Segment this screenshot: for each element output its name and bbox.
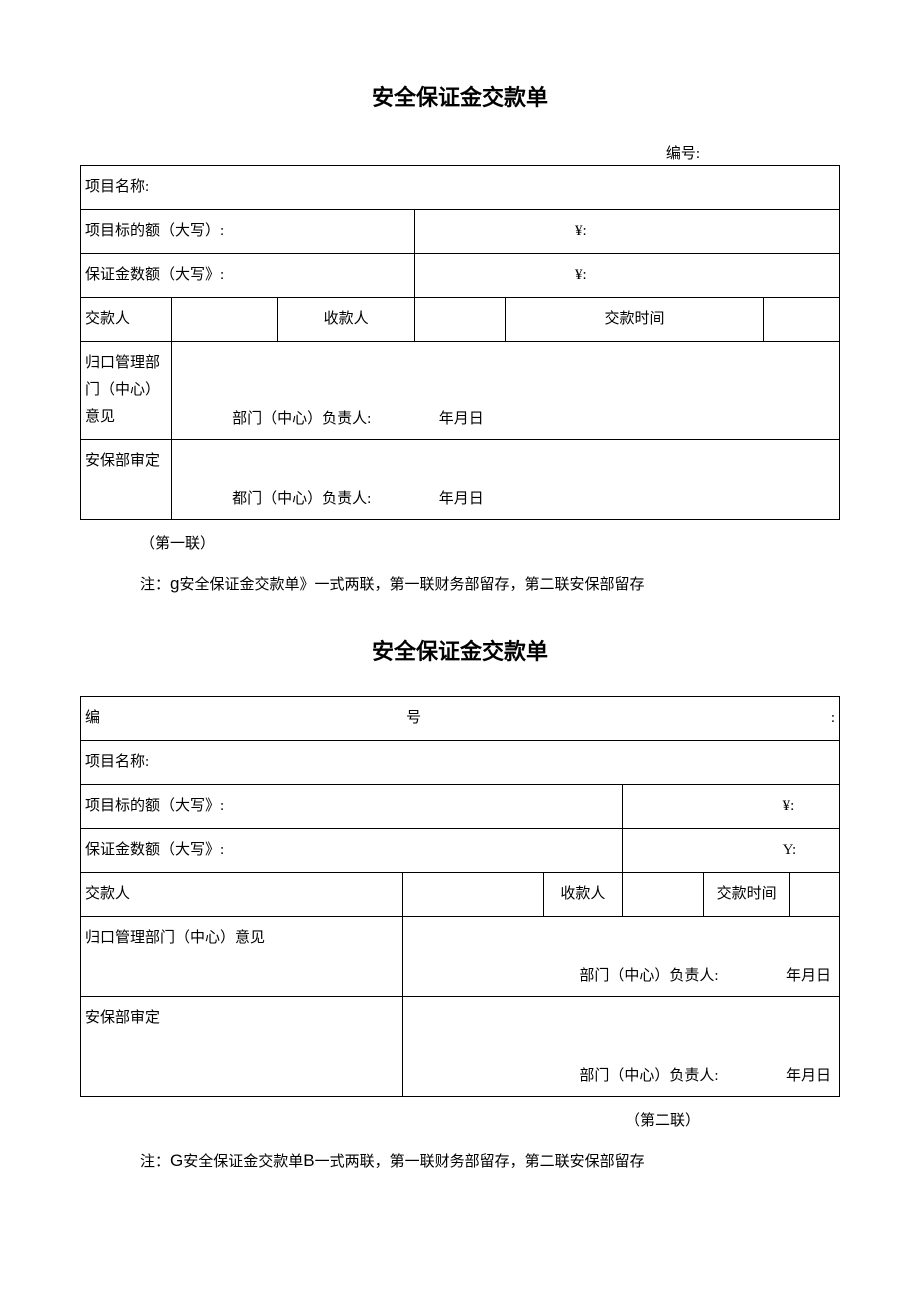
form1-project-amount-label: 项目标的额（大写）: xyxy=(81,210,415,254)
form1-security-dept-content: 都门（中心）负责人: 年月日 xyxy=(172,440,840,520)
form1-payer-value xyxy=(172,298,278,342)
form2-copy-label: （第二联） xyxy=(80,1109,840,1130)
form2-deposit-amount-label: 保证金数额（大写》: xyxy=(81,829,623,873)
form2-mgmt-signer: 部门（中心）负责人: 年月日 xyxy=(579,963,831,990)
form1-mgmt-signer: 部门（中心）负责人: 年月日 xyxy=(232,406,484,433)
form2-title: 安全保证金交款单 xyxy=(80,634,840,666)
form2-project-name: 项目名称: xyxy=(81,741,840,785)
form2-payer-value xyxy=(402,873,544,917)
form1-note: 注：g安全保证金交款单》一式两联，第一联财务部留存，第二联安保部留存 xyxy=(80,573,840,594)
form1-table: 项目名称: 项目标的额（大写）: ¥: 保证金数额（大写》: ¥: 交款人 收款… xyxy=(80,165,840,520)
form1-security-signer: 都门（中心）负责人: 年月日 xyxy=(232,486,484,513)
form2-security-dept-label: 安保部审定 xyxy=(81,997,403,1097)
form1-serial-label: 编号: xyxy=(80,142,840,163)
form2-serial-right: 号 xyxy=(402,697,544,741)
form2-payee-value xyxy=(622,873,704,917)
form1-copy-label: （第一联） xyxy=(80,532,840,553)
form2-note: 注：G安全保证金交款单B一式两联，第一联财务部留存，第二联安保部留存 xyxy=(80,1150,840,1171)
form2-serial-colon: : xyxy=(544,697,840,741)
form2-payee-label: 收款人 xyxy=(544,873,622,917)
form2-security-signer: 部门（中心）负责人: 年月日 xyxy=(579,1063,831,1090)
form1-deposit-amount-symbol: ¥: xyxy=(414,254,839,298)
form2-project-amount-symbol: ¥: xyxy=(622,785,839,829)
form1-title: 安全保证金交款单 xyxy=(80,80,840,112)
form2-project-amount-label: 项目标的额（大写》: xyxy=(81,785,623,829)
form1-payer-label: 交款人 xyxy=(81,298,172,342)
form2-security-dept-content: 部门（中心）负责人: 年月日 xyxy=(402,997,839,1097)
form1-project-name: 项目名称: xyxy=(81,166,840,210)
form1-paytime-label: 交款时间 xyxy=(506,298,764,342)
form2-paytime-value xyxy=(789,873,839,917)
form2-mgmt-dept-content: 部门（中心）负责人: 年月日 xyxy=(402,917,839,997)
form1-paytime-value xyxy=(764,298,840,342)
form2-serial-left: 编 xyxy=(81,697,403,741)
form2-deposit-amount-symbol: Y: xyxy=(622,829,839,873)
form2-paytime-label: 交款时间 xyxy=(704,873,790,917)
form2-payer-label: 交款人 xyxy=(81,873,403,917)
form1-payee-label: 收款人 xyxy=(278,298,415,342)
form2-mgmt-dept-label: 归口管理部门（中心）意见 xyxy=(81,917,403,997)
form1-mgmt-dept-content: 部门（中心）负责人: 年月日 xyxy=(172,342,840,440)
form2-table: 编 号 : 项目名称: 项目标的额（大写》: ¥: 保证金数额（大写》: Y: … xyxy=(80,696,840,1097)
form1-deposit-amount-label: 保证金数额（大写》: xyxy=(81,254,415,298)
form1-project-amount-symbol: ¥: xyxy=(414,210,839,254)
form1-security-dept-label: 安保部审定 xyxy=(81,440,172,520)
form1-payee-value xyxy=(414,298,505,342)
form1-mgmt-dept-label: 归口管理部门（中心）意见 xyxy=(81,342,172,440)
